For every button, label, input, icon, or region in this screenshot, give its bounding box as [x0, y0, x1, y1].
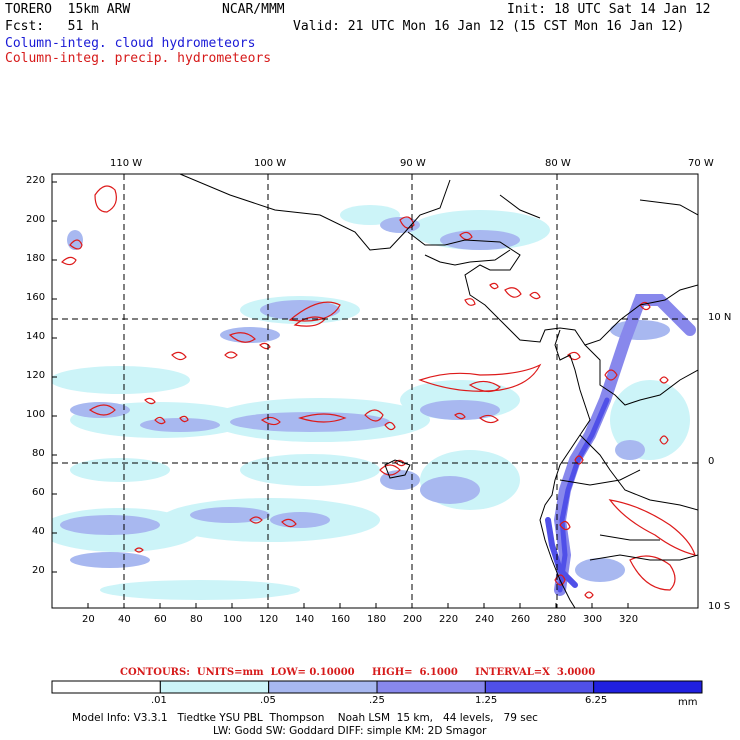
- field-precip-label: Column-integ. precip. hydrometeors: [5, 51, 272, 66]
- x-tick: 320: [619, 614, 639, 625]
- x-tick: 220: [439, 614, 459, 625]
- y-tick: 140: [26, 331, 46, 342]
- organization: NCAR/MMM: [222, 2, 285, 17]
- init-time: Init: 18 UTC Sat 14 Jan 12: [507, 2, 711, 17]
- x-tick: 160: [331, 614, 351, 625]
- y-tick: 200: [26, 214, 46, 225]
- lat-label-0: 0: [708, 456, 715, 467]
- forecast-hour: Fcst: 51 h: [5, 19, 99, 34]
- model-info-line1: Model Info: V3.3.1 Tiedtke YSU PBL Thomp…: [72, 712, 538, 724]
- field-cloud-label: Column-integ. cloud hydrometeors: [5, 36, 256, 51]
- y-tick: 120: [26, 370, 46, 381]
- y-tick: 220: [26, 175, 46, 186]
- colorbar-swatch: [159, 680, 270, 694]
- x-tick: 40: [118, 614, 131, 625]
- y-tick: 20: [32, 565, 45, 576]
- precip-contours: [61, 185, 696, 599]
- axis-tick-marks: [52, 181, 629, 608]
- y-tick: 80: [32, 448, 45, 459]
- lon-label-110w: 110 W: [110, 158, 143, 169]
- lat-label-10s: 10 S: [708, 601, 731, 612]
- map-frame: [51, 173, 699, 609]
- x-tick: 200: [403, 614, 423, 625]
- x-tick: 20: [82, 614, 95, 625]
- colorbar-swatch: [51, 680, 161, 694]
- lon-label-80w: 80 W: [545, 158, 571, 169]
- colorbar-swatch: [593, 680, 703, 694]
- colorbar-unit: mm: [678, 697, 698, 708]
- colorbar-label: 6.25: [585, 695, 608, 706]
- colorbar-label: .01: [151, 695, 167, 706]
- x-tick: 120: [259, 614, 279, 625]
- x-tick: 300: [583, 614, 603, 625]
- y-tick: 60: [32, 487, 45, 498]
- lon-label-90w: 90 W: [400, 158, 426, 169]
- lon-label-100w: 100 W: [254, 158, 287, 169]
- colorbar-swatch: [376, 680, 486, 694]
- model-title: TORERO 15km ARW: [5, 2, 131, 17]
- contours-caption: CONTOURS: UNITS=mm LOW= 0.10000 HIGH= 6.…: [120, 667, 596, 678]
- x-tick: 240: [475, 614, 495, 625]
- colorbar-label: .25: [369, 695, 385, 706]
- y-tick: 180: [26, 253, 46, 264]
- x-tick: 60: [154, 614, 167, 625]
- colorbar-label: 1.25: [475, 695, 498, 706]
- x-tick: 100: [223, 614, 243, 625]
- coastlines: [179, 174, 698, 608]
- y-tick: 100: [26, 409, 46, 420]
- y-tick: 40: [32, 526, 45, 537]
- latlon-grid: [52, 174, 698, 608]
- x-tick: 80: [190, 614, 203, 625]
- x-tick: 260: [511, 614, 531, 625]
- y-tick: 160: [26, 292, 46, 303]
- x-tick: 140: [295, 614, 315, 625]
- colorbar-swatch: [268, 680, 378, 694]
- lat-label-10n: 10 N: [708, 312, 732, 323]
- colorbar-label: .05: [260, 695, 276, 706]
- x-tick: 280: [547, 614, 567, 625]
- colorbar-swatch: [484, 680, 595, 694]
- lon-label-70w: 70 W: [688, 158, 714, 169]
- x-tick: 180: [367, 614, 387, 625]
- model-info-line2: LW: Godd SW: Goddard DIFF: simple KM: 2D…: [213, 725, 487, 737]
- valid-time: Valid: 21 UTC Mon 16 Jan 12 (15 CST Mon …: [293, 19, 685, 34]
